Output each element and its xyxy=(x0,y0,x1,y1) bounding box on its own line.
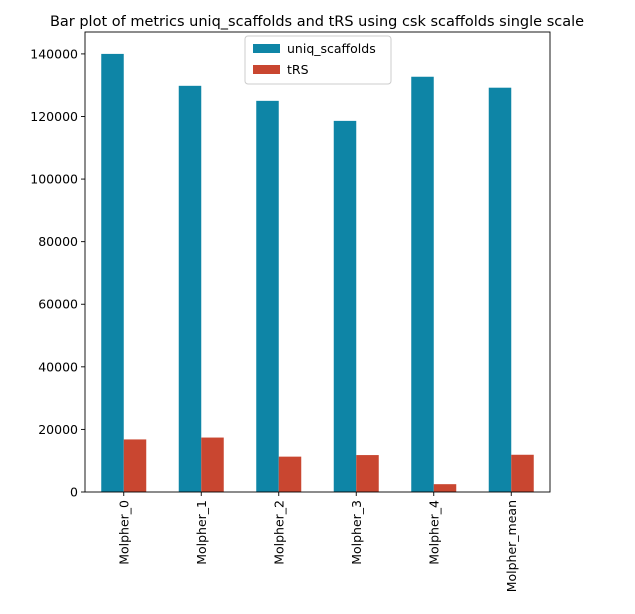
bar-uniq-scaffolds-molpher-3 xyxy=(333,120,357,492)
x-tick-label: Molpher_1 xyxy=(194,500,209,565)
y-tick-label: 100000 xyxy=(30,172,78,187)
y-tick-label: 140000 xyxy=(30,46,78,61)
x-tick-label: Molpher_2 xyxy=(271,500,286,565)
plot-frame xyxy=(84,31,551,493)
bar-uniq-scaffolds-molpher-1 xyxy=(178,85,202,493)
bar-tRS-molpher-4 xyxy=(433,484,457,492)
bar-uniq-scaffolds-molpher-mean xyxy=(488,87,512,492)
bar-tRS-molpher-2 xyxy=(278,456,302,492)
legend-box xyxy=(244,35,392,85)
legend-swatch-tRS xyxy=(253,65,280,74)
legend-label-tRS: tRS xyxy=(287,62,309,77)
x-tick-label: Molpher_4 xyxy=(426,500,441,565)
legend-swatch-uniq-scaffolds xyxy=(253,44,280,53)
bar-tRS-molpher-0 xyxy=(123,439,147,492)
bar-tRS-molpher-3 xyxy=(356,455,379,492)
y-tick-label: 0 xyxy=(70,485,78,500)
legend: uniq_scaffolds tRS xyxy=(244,35,392,85)
x-tick-label: Molpher_mean xyxy=(504,500,519,592)
legend-label-uniq-scaffolds: uniq_scaffolds xyxy=(287,41,376,56)
x-axis: Molpher_0 Molpher_1 Molpher_2 Molpher_3 Molp… xyxy=(116,492,519,592)
bar-tRS-molpher-mean xyxy=(511,454,534,492)
bar-uniq-scaffolds-molpher-4 xyxy=(411,76,434,493)
y-tick-label: 80000 xyxy=(38,234,78,249)
y-axis: 0 20000 40000 60000 80000 100000 120000 140000 xyxy=(30,46,85,500)
chart-title: Bar plot of metrics uniq_scaffolds and t… xyxy=(50,14,584,30)
y-tick-label: 40000 xyxy=(38,359,78,374)
bar-tRS-molpher-1 xyxy=(201,437,224,492)
y-tick-label: 120000 xyxy=(30,109,78,124)
bar-uniq-scaffolds-molpher-2 xyxy=(256,100,279,492)
x-tick-label: Molpher_0 xyxy=(116,500,131,565)
bars-group xyxy=(101,53,534,493)
y-tick-label: 60000 xyxy=(38,297,78,312)
y-tick-label: 20000 xyxy=(38,422,78,437)
x-tick-label: Molpher_3 xyxy=(349,500,364,565)
bar-uniq-scaffolds-molpher-0 xyxy=(101,53,124,493)
